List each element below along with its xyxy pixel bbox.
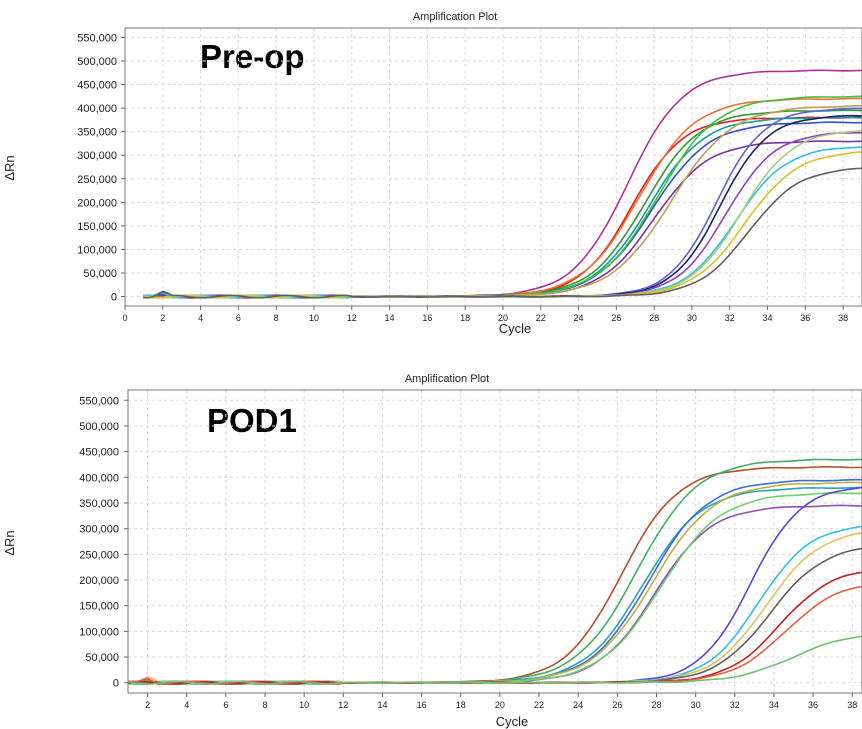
y-tick-label: 300,000: [79, 524, 119, 536]
x-tick-label: 14: [385, 313, 395, 323]
x-tick-label: 22: [536, 313, 546, 323]
x-tick-label: 28: [649, 313, 659, 323]
x-tick-label: 16: [417, 700, 427, 710]
amplification-curve: [128, 486, 862, 685]
x-tick-label: 10: [299, 700, 309, 710]
amplification-curve: [128, 532, 862, 685]
x-axis-label: Cycle: [496, 714, 529, 729]
y-tick-label: 350,000: [79, 498, 119, 510]
x-tick-label: 22: [534, 700, 544, 710]
y-tick-label: 450,000: [79, 447, 119, 459]
y-tick-label: 550,000: [77, 32, 117, 44]
y-tick-label: 200,000: [79, 575, 119, 587]
x-tick-label: 26: [611, 313, 621, 323]
x-tick-label: 26: [612, 700, 622, 710]
x-tick-label: 2: [160, 313, 165, 323]
y-tick-label: 150,000: [79, 601, 119, 613]
amplification-curve: [128, 547, 862, 685]
y-tick-label: 0: [111, 292, 117, 304]
x-tick-label: 38: [847, 700, 857, 710]
chart-title: Amplification Plot: [413, 11, 497, 23]
y-tick-label: 50,000: [85, 652, 119, 664]
plot-frame: [124, 27, 862, 307]
y-tick-label: 450,000: [77, 80, 117, 92]
x-tick-label: 8: [263, 700, 268, 710]
y-tick-label: 500,000: [79, 421, 119, 433]
x-tick-label: 30: [691, 700, 701, 710]
y-tick-label: 300,000: [77, 150, 117, 162]
chart-overlay-label: Pre-op: [200, 38, 305, 75]
y-tick-label: 50,000: [83, 268, 117, 280]
amplification-curve: [128, 466, 862, 685]
chart-overlay-label: POD1: [207, 402, 297, 439]
x-tick-label: 12: [347, 313, 357, 323]
x-tick-label: 24: [574, 313, 584, 323]
x-axis-label: Cycle: [499, 321, 532, 336]
amplification-curve: [128, 635, 862, 685]
x-tick-label: 8: [274, 313, 279, 323]
x-tick-label: 30: [687, 313, 697, 323]
x-tick-label: 6: [236, 313, 241, 323]
x-tick-label: 4: [184, 700, 189, 710]
x-tick-label: 14: [377, 700, 387, 710]
plot-frame: [127, 389, 862, 694]
x-tick-label: 6: [223, 700, 228, 710]
y-tick-label: 150,000: [77, 221, 117, 233]
y-tick-label: 250,000: [79, 549, 119, 561]
amplification-curve: [128, 492, 862, 685]
x-tick-label: 34: [769, 700, 779, 710]
x-tick-label: 34: [763, 313, 773, 323]
x-tick-label: 2: [145, 700, 150, 710]
y-tick-label: 350,000: [77, 127, 117, 139]
x-tick-label: 32: [730, 700, 740, 710]
x-tick-label: 0: [122, 313, 127, 323]
x-tick-label: 12: [338, 700, 348, 710]
x-tick-label: 10: [309, 313, 319, 323]
y-axis-label: ΔRn: [2, 155, 17, 180]
y-tick-label: 200,000: [77, 197, 117, 209]
x-tick-label: 24: [573, 700, 583, 710]
x-tick-label: 18: [460, 313, 470, 323]
x-tick-label: 16: [422, 313, 432, 323]
y-tick-label: 400,000: [77, 103, 117, 115]
chart-title: Amplification Plot: [405, 373, 489, 385]
amplification-curve: [128, 486, 862, 685]
y-tick-label: 0: [113, 678, 119, 690]
x-tick-label: 20: [498, 313, 508, 323]
x-tick-label: 32: [725, 313, 735, 323]
y-tick-label: 100,000: [79, 626, 119, 638]
amplification-curve: [128, 458, 862, 685]
x-tick-label: 28: [651, 700, 661, 710]
x-tick-label: 18: [456, 700, 466, 710]
x-tick-label: 36: [800, 313, 810, 323]
y-tick-label: 400,000: [79, 472, 119, 484]
amplification-curve: [143, 167, 862, 299]
x-tick-label: 38: [838, 313, 848, 323]
chart-panel-pod1: Amplification Plot POD1 ΔRn Cycle 0 50,00…: [2, 373, 862, 729]
y-tick-label: 500,000: [77, 56, 117, 68]
y-tick-label: 550,000: [79, 395, 119, 407]
x-tick-label: 20: [495, 700, 505, 710]
x-tick-label: 4: [198, 313, 203, 323]
y-axis-label: ΔRn: [2, 530, 17, 555]
x-tick-label: 36: [808, 700, 818, 710]
y-tick-label: 250,000: [77, 174, 117, 186]
y-tick-label: 100,000: [77, 244, 117, 256]
amplification-curve: [128, 571, 862, 685]
chart-panel-pre-op: Amplification Plot Pre-op ΔRn Cycle 0 50,…: [2, 11, 862, 336]
